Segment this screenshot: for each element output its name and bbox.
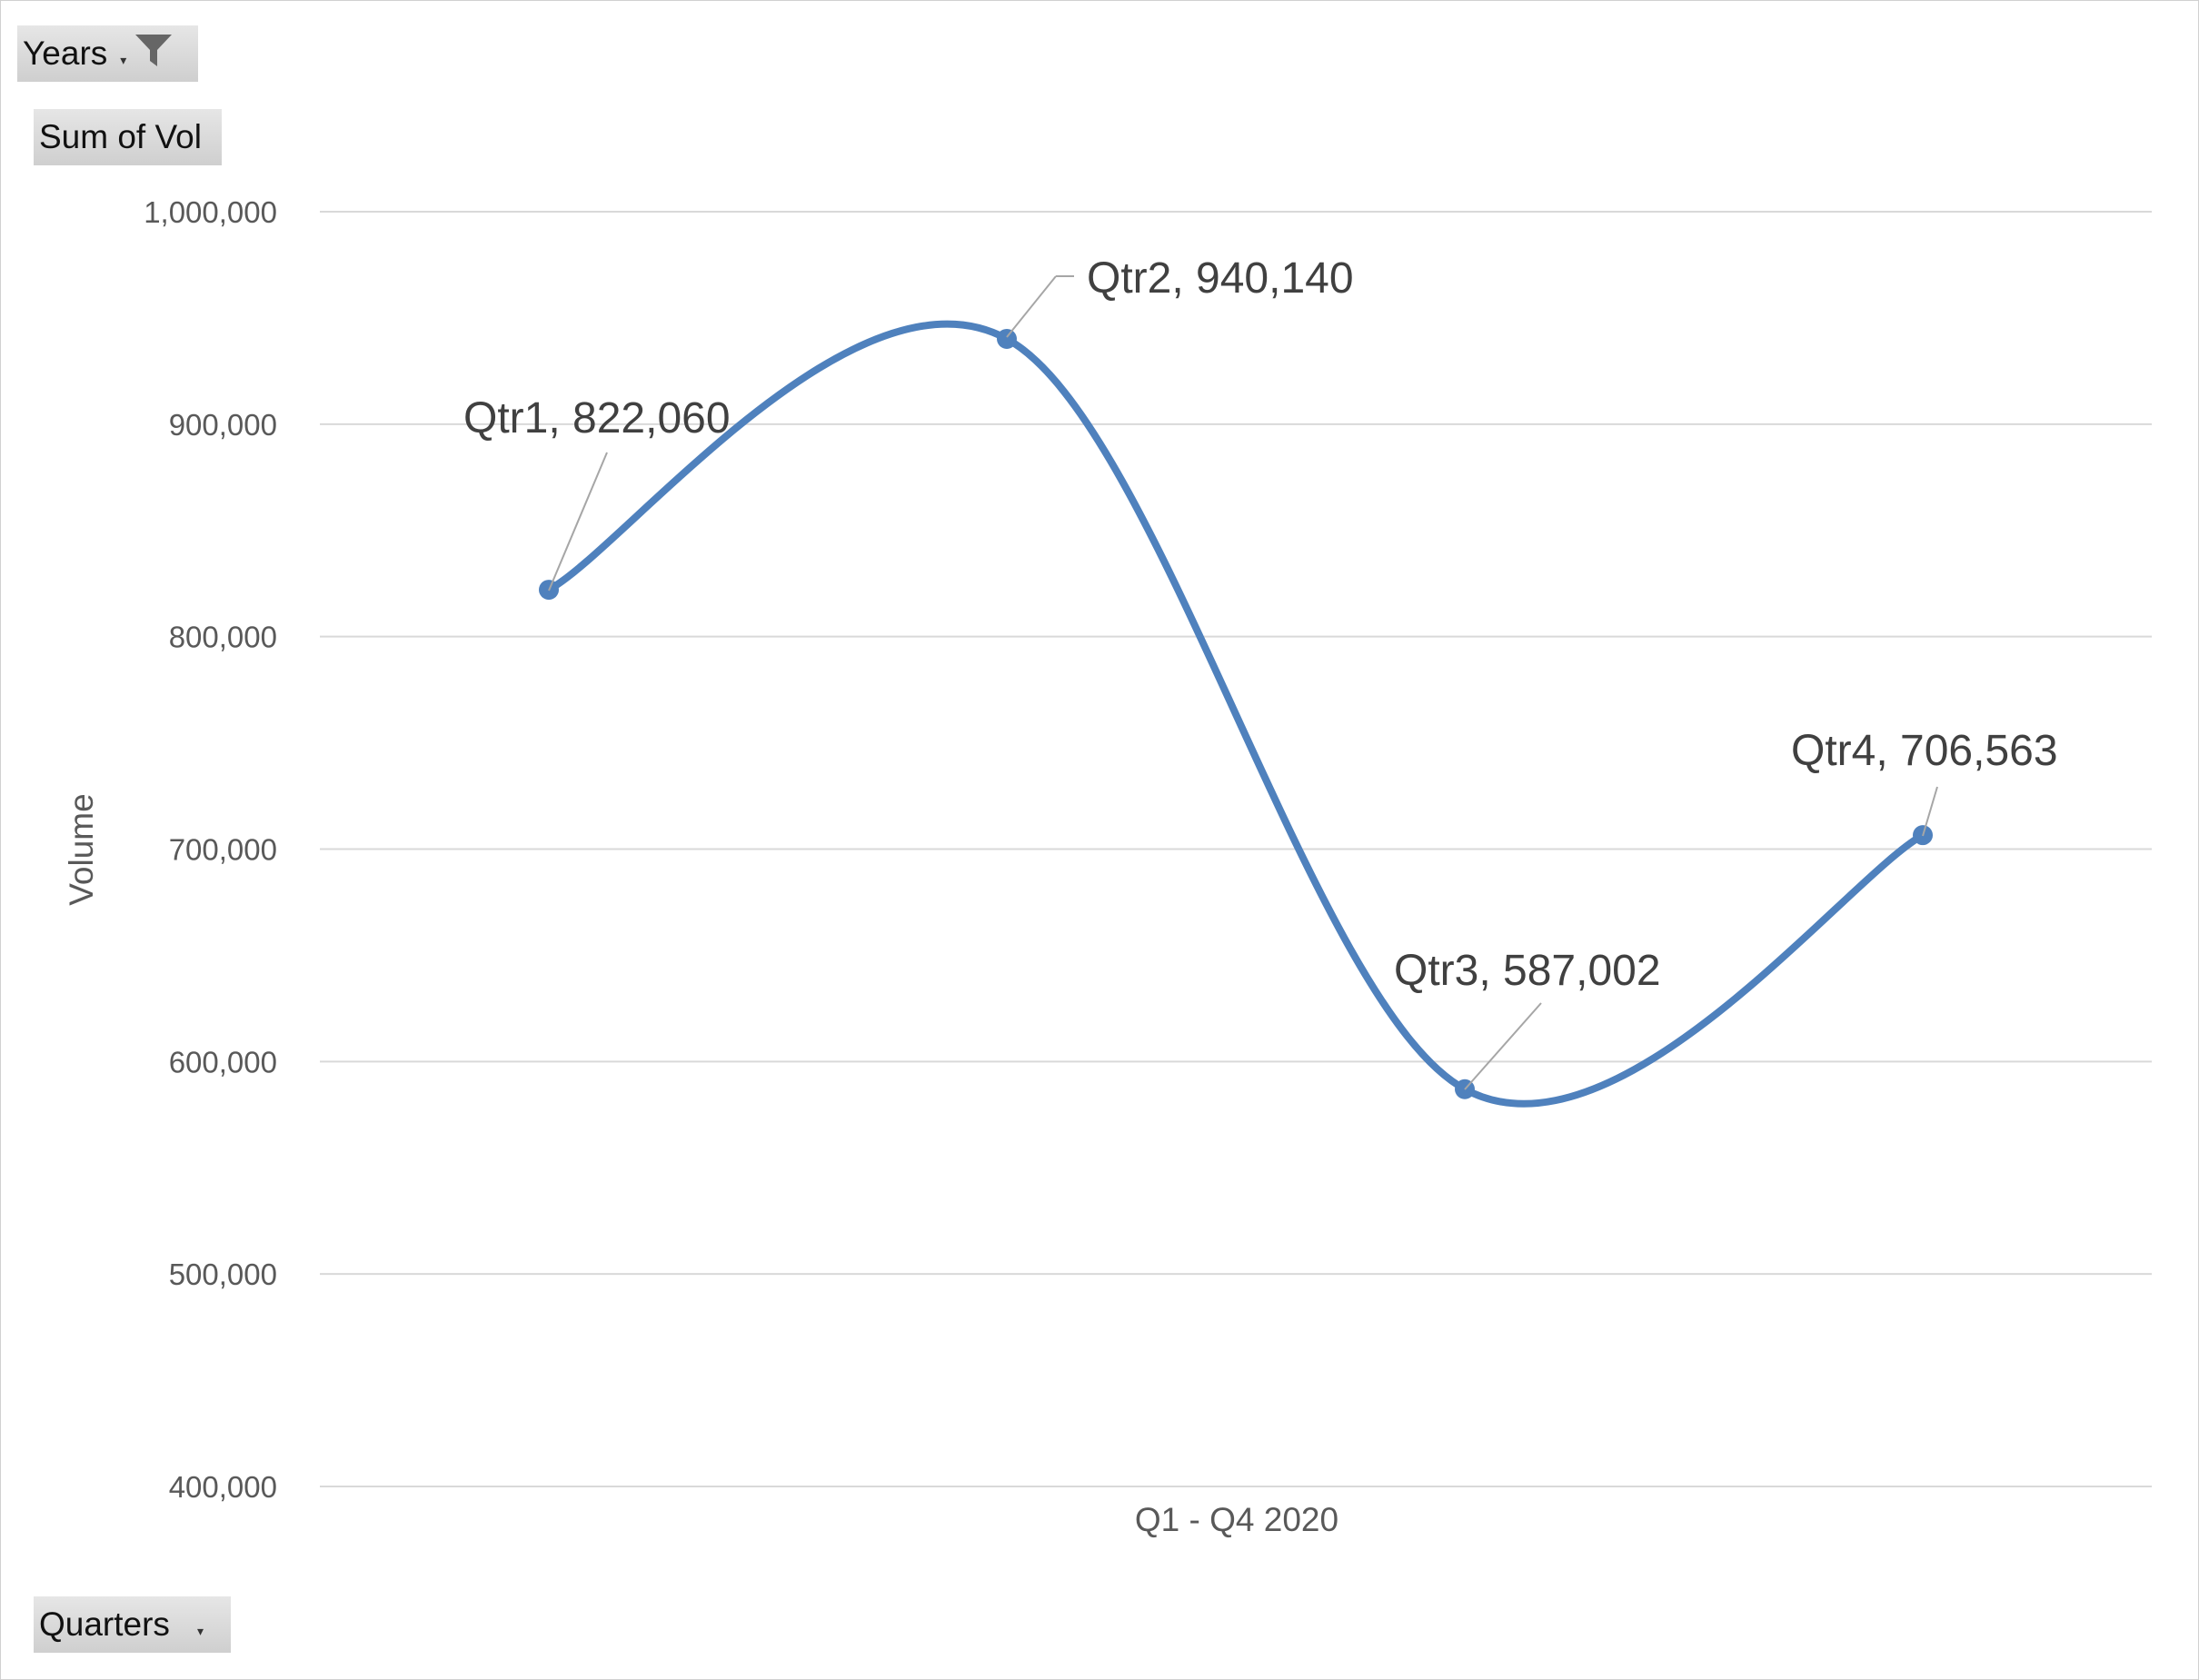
- x-axis-title: Q1 - Q4 2020: [1135, 1501, 1338, 1538]
- y-tick-label: 800,000: [169, 621, 277, 654]
- years-button-label: Years: [23, 35, 108, 72]
- quarters-field-button[interactable]: Quarters ▾: [34, 1596, 231, 1653]
- sum-button-label: Sum of Vol: [39, 118, 202, 155]
- y-tick-label: 900,000: [169, 408, 277, 442]
- y-axis-title: Volume: [63, 793, 100, 905]
- series-line: [545, 320, 1926, 1108]
- dropdown-arrow-icon: ▾: [196, 1623, 204, 1638]
- data-label: Qtr4, 706,563: [1791, 727, 2058, 775]
- leader-line: [548, 452, 608, 591]
- filter-icon: [134, 32, 174, 76]
- dropdown-arrow-icon: ▾: [120, 52, 127, 67]
- quarters-button-label: Quarters: [39, 1605, 170, 1643]
- data-label: Qtr1, 822,060: [463, 394, 731, 442]
- y-tick-label: 500,000: [169, 1258, 277, 1291]
- y-tick-label: 700,000: [169, 833, 277, 867]
- years-filter-button[interactable]: Years ▾: [17, 25, 198, 82]
- y-tick-label: 400,000: [169, 1470, 277, 1504]
- data-labels: Qtr1, 822,060 Qtr2, 940,140 Qtr3, 587,002 Q…: [463, 254, 2058, 1090]
- y-tick-label: 600,000: [169, 1045, 277, 1079]
- data-label: Qtr2, 940,140: [1087, 254, 1354, 303]
- y-tick-label: 1,000,000: [144, 195, 277, 229]
- gridlines: [320, 211, 2152, 1487]
- leader-line: [1922, 786, 1938, 837]
- sum-of-vol-button[interactable]: Sum of Vol: [34, 109, 222, 165]
- data-point[interactable]: [997, 328, 1017, 349]
- y-axis-ticks: 400,000 500,000 600,000 700,000 800,000 900,0…: [144, 195, 277, 1504]
- leader-line: [1464, 1002, 1542, 1090]
- leader-line: [1006, 275, 1057, 338]
- data-label: Qtr3, 587,002: [1394, 947, 1661, 995]
- series-volume: [539, 320, 1933, 1108]
